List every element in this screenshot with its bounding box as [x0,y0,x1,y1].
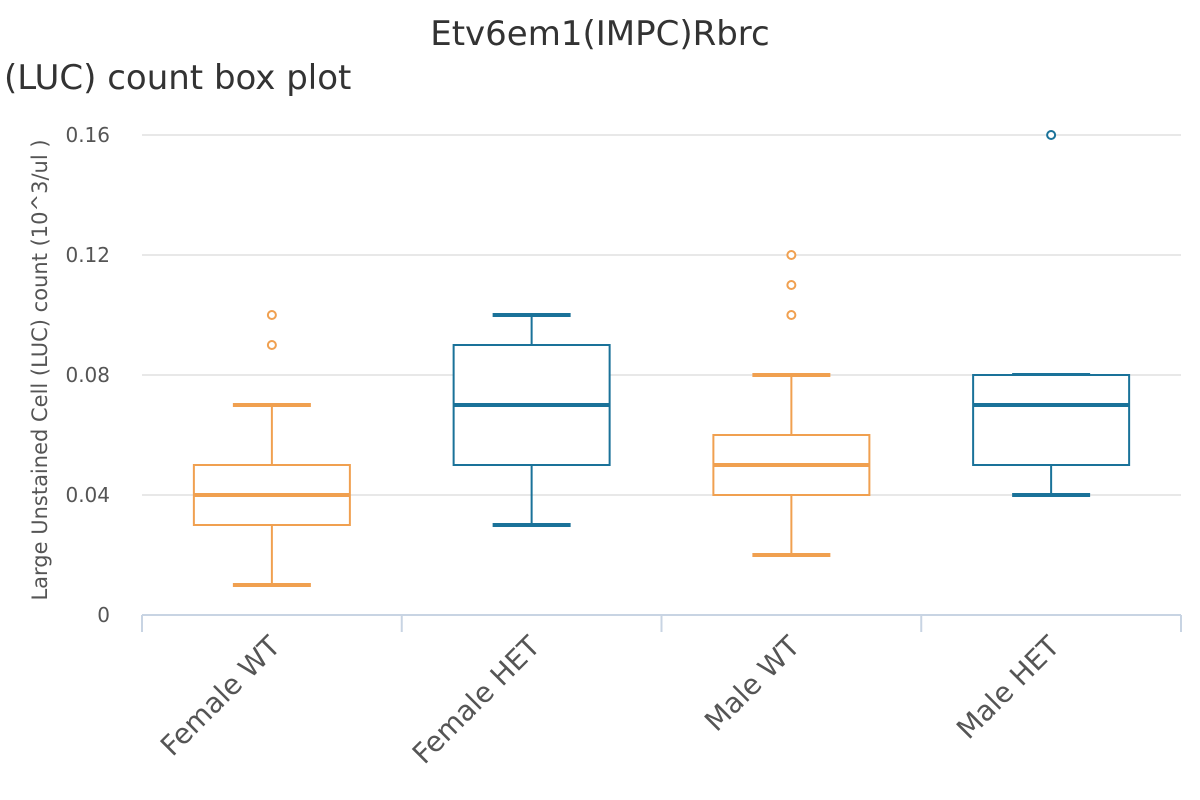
outlier-point [786,310,797,320]
outlier-point [1046,130,1057,140]
iqr-box [972,374,1131,466]
y-axis-label: Large Unstained Cell (LUC) count (10^3/u… [28,139,52,600]
outlier-point [786,280,797,290]
x-tick-label: Male WT [698,629,807,738]
x-tick-label: Female HET [406,629,547,770]
chart-subtitle: (LUC) count box plot [4,58,352,98]
y-tick-label: 0.16 [65,123,110,147]
outlier-point [266,340,277,350]
x-tick-label: Female WT [154,629,288,763]
y-tick-label: 0.04 [65,483,110,507]
chart-title: Etv6em1(IMPC)Rbrc [430,14,770,54]
x-tick-label: Male HET [950,629,1067,746]
y-tick-label: 0.12 [65,243,110,267]
y-tick-label: 0.08 [65,363,110,387]
outlier-point [786,250,797,260]
y-tick-label: 0 [97,603,110,627]
outlier-point [266,310,277,320]
